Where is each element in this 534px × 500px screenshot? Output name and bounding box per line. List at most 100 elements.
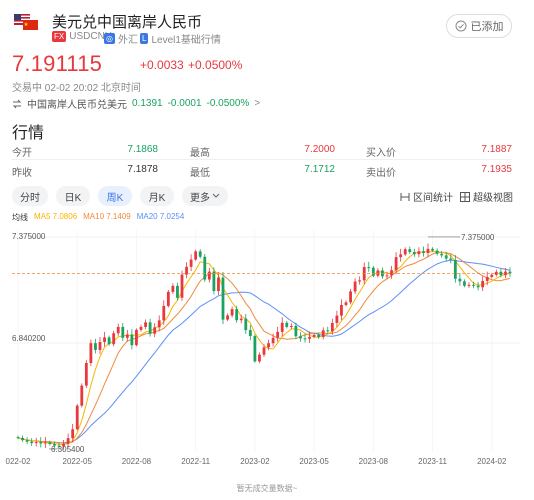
chevron-right-icon: >	[254, 98, 261, 109]
high-marker: 7.375000	[428, 233, 495, 242]
candle-body	[358, 280, 362, 282]
x-tick-label: 2022-08	[122, 457, 152, 466]
candle-body	[472, 284, 475, 286]
candle-body	[408, 249, 412, 253]
candle-body	[294, 325, 298, 337]
candle-body	[25, 440, 29, 442]
x-tick-label: 2024-02	[477, 457, 507, 466]
candle-body	[162, 305, 166, 321]
x-tick-label: 2023-08	[359, 457, 389, 466]
candle-body	[48, 442, 52, 445]
candle-body	[390, 270, 393, 276]
stat-label-low: 最低	[190, 168, 210, 179]
chevron-down-icon	[212, 193, 220, 198]
stat-label-ask: 卖出价	[366, 168, 396, 179]
candle-body	[399, 254, 403, 258]
candle-body	[481, 280, 485, 288]
candle-body	[303, 338, 307, 340]
page-title: 美元兑中国离岸人民币	[52, 14, 203, 31]
candle-body	[153, 327, 157, 334]
candle-body	[185, 266, 188, 275]
market-tag: ◎ 外汇	[104, 31, 138, 46]
us-cn-flag-icon	[14, 14, 38, 30]
candle-body	[321, 330, 325, 338]
candle-body	[89, 343, 93, 364]
fx-badge: FX	[52, 31, 67, 42]
stat-label-bid: 买入价	[366, 148, 396, 159]
candle-body	[326, 330, 330, 332]
candle-body	[485, 276, 489, 281]
candle-body	[440, 253, 444, 256]
ma5-value: MA5 7.0806	[34, 212, 78, 221]
tab-weekly-k[interactable]: 周K	[98, 186, 132, 206]
candle-body	[476, 285, 480, 288]
stat-value-open: 7.1868	[127, 144, 158, 155]
x-tick-label: 2022-11	[181, 457, 210, 466]
candle-body	[444, 255, 448, 259]
candle-body	[353, 281, 357, 292]
stat-label-high: 最高	[190, 148, 210, 159]
candle-body	[403, 249, 407, 255]
candle-body	[125, 334, 129, 338]
candle-body	[62, 443, 65, 447]
candle-body	[330, 322, 334, 332]
x-tick-label: 2023-02	[240, 457, 270, 466]
candle-body	[80, 385, 84, 406]
candle-body	[39, 442, 43, 444]
super-view-button[interactable]: 超级视图	[460, 189, 513, 204]
candle-body	[463, 281, 466, 286]
candle-body	[280, 322, 284, 332]
symbol-text: USDCNH	[69, 31, 113, 42]
candle-body	[207, 271, 211, 280]
svg-text:6.305400: 6.305400	[51, 445, 85, 454]
candle-body	[248, 330, 252, 337]
symbol-tag: FX USDCNH	[52, 31, 112, 42]
tab-intraday[interactable]: 分时	[12, 186, 48, 206]
candle-body	[171, 285, 175, 292]
candle-body	[258, 354, 261, 362]
candle-body	[253, 336, 257, 362]
candle-body	[180, 274, 184, 298]
candle-body	[21, 437, 24, 441]
candle-body	[103, 337, 106, 342]
candle-body	[34, 442, 38, 444]
candle-body	[340, 304, 343, 316]
added-watchlist-button[interactable]: 已添加	[446, 14, 512, 38]
x-tick-label: 022-02	[6, 457, 31, 466]
interval-icon	[400, 192, 410, 201]
tab-monthly-k[interactable]: 月K	[140, 186, 174, 206]
stat-value-low: 7.1712	[304, 164, 335, 175]
candle-body	[317, 334, 321, 338]
tab-daily-k[interactable]: 日K	[56, 186, 90, 206]
trading-status: 交易中 02-02 20:02 北京时间	[12, 83, 141, 94]
price-change: +0.0033	[140, 58, 184, 72]
ma20-value: MA20 7.0254	[136, 212, 185, 221]
grid-view-icon	[460, 191, 470, 202]
check-circle-icon	[455, 20, 466, 32]
interval-stats-button[interactable]: 区间统计	[400, 189, 453, 204]
candle-body	[112, 333, 116, 345]
candle-body	[449, 258, 453, 260]
candle-body	[135, 329, 138, 346]
y-tick-top: 7.375000	[12, 232, 46, 241]
stat-value-ask: 7.1935	[481, 164, 512, 175]
candle-body	[57, 445, 61, 447]
candle-body	[312, 334, 316, 337]
candle-body	[344, 302, 348, 305]
low-marker: 6.305400	[49, 445, 85, 454]
candle-body	[367, 267, 371, 269]
candle-body	[504, 271, 507, 276]
inverse-price: 0.1391	[132, 98, 163, 109]
candle-body	[494, 271, 498, 275]
candle-body	[75, 405, 79, 430]
tab-more-label: 更多	[190, 192, 210, 204]
candle-body	[276, 331, 280, 338]
candle-body	[285, 322, 289, 327]
tab-more[interactable]: 更多	[182, 186, 228, 206]
candle-body	[198, 251, 202, 257]
candle-body	[43, 442, 47, 444]
candle-body	[212, 271, 216, 292]
candlestick-chart[interactable]: 7.375000 6.840200 7.375000 6.305400 022-…	[0, 226, 534, 470]
section-title: 行情	[12, 125, 45, 142]
inverse-pair-link[interactable]: 中国离岸人民币兑美元 0.1391 -0.0001 -0.0500% >	[12, 96, 260, 111]
